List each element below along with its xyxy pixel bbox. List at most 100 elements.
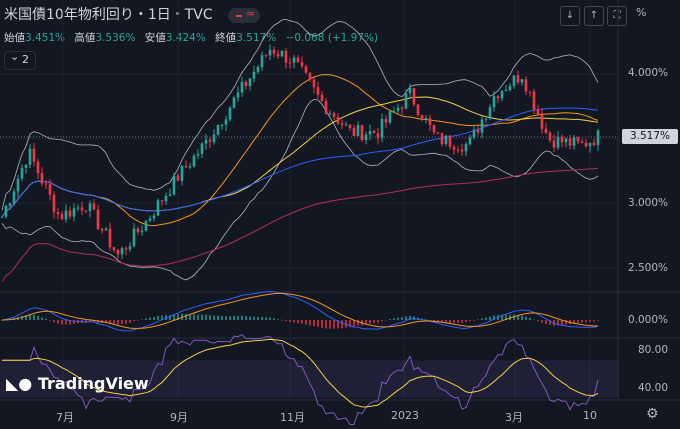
macd-histogram-bar	[585, 320, 587, 323]
candle-body	[316, 87, 320, 95]
macd-histogram-bar	[105, 320, 107, 323]
candle-body	[504, 89, 508, 91]
candle-body	[148, 218, 152, 221]
open-value: 3.451%	[25, 32, 66, 44]
candle-body	[288, 62, 292, 64]
macd-histogram-bar	[389, 319, 391, 320]
candle-body	[308, 72, 312, 80]
macd-histogram-bar	[213, 315, 215, 320]
candle-body	[216, 125, 220, 135]
candle-body	[328, 113, 332, 115]
macd-histogram-bar	[441, 320, 443, 323]
candle-body	[108, 228, 112, 248]
candle-body	[0, 216, 4, 218]
high-label: 高値	[74, 32, 96, 44]
symbol-title[interactable]: 米国債10年物利回り・1日・TVC	[4, 7, 213, 23]
candle-body	[384, 118, 388, 123]
candle-body	[264, 55, 268, 57]
macd-histogram-bar	[129, 320, 131, 323]
candle-body	[440, 133, 444, 145]
candle-body	[516, 75, 520, 83]
candle-body	[572, 137, 576, 146]
candle-body	[444, 135, 448, 145]
candle-body	[292, 57, 296, 63]
macd-histogram-bar	[573, 320, 575, 324]
macd-histogram-bar	[309, 320, 311, 326]
price-tick: 4.000%	[627, 67, 668, 79]
candle-body	[476, 129, 480, 133]
macd-histogram-bar	[301, 320, 303, 324]
candle-body	[156, 200, 160, 216]
candle-body	[368, 130, 372, 135]
up-arrow-icon[interactable]: ↑	[584, 6, 604, 26]
scale-percent-toggle[interactable]: %	[636, 6, 647, 19]
price-tick: 3.000%	[627, 197, 668, 209]
candle-body	[116, 249, 120, 255]
candle-body	[320, 94, 324, 102]
close-label: 終値	[215, 32, 237, 44]
macd-histogram-bar	[121, 320, 123, 325]
candle-body	[408, 87, 412, 94]
low-value: 3.424%	[165, 32, 206, 44]
fullscreen-icon[interactable]: ⛶	[607, 6, 627, 26]
candle-body	[472, 129, 476, 138]
macd-histogram-bar	[221, 316, 223, 320]
macd-histogram-bar	[205, 314, 207, 320]
candle-body	[128, 246, 132, 250]
candle-body	[100, 229, 104, 231]
ma-short-line	[1, 74, 599, 227]
candle-body	[44, 183, 48, 185]
macd-histogram-bar	[289, 320, 291, 322]
macd-histogram-bar	[189, 314, 191, 320]
macd-histogram-bar	[269, 317, 271, 320]
macd-histogram-bar	[317, 320, 319, 328]
macd-histogram-bar	[445, 320, 447, 323]
candle-body	[556, 136, 560, 148]
macd-histogram-bar	[349, 320, 351, 328]
candle-body	[232, 97, 236, 108]
down-arrow-icon[interactable]: ↓	[560, 6, 580, 26]
indicators-toggle[interactable]: ⌄ 2	[4, 50, 36, 70]
macd-histogram-bar	[329, 320, 331, 329]
candle-body	[492, 96, 496, 108]
macd-histogram-bar	[565, 320, 567, 325]
brand-name: TradingView	[37, 374, 149, 393]
candle-body	[132, 228, 136, 247]
macd-histogram-bar	[465, 320, 467, 323]
macd-histogram-bar	[285, 320, 287, 322]
macd-histogram-bar	[485, 317, 487, 320]
candle-body	[228, 107, 232, 120]
macd-histogram-bar	[249, 316, 251, 320]
macd-histogram-bar	[73, 320, 75, 324]
macd-histogram-bar	[165, 315, 167, 320]
candle-body	[284, 50, 288, 63]
market-status-badge[interactable]: ≈	[228, 7, 260, 23]
candle-body	[144, 220, 148, 231]
candle-body	[160, 200, 164, 202]
macd-histogram-bar	[193, 314, 195, 320]
candle-body	[536, 109, 540, 115]
candle-body	[420, 115, 424, 120]
candle-body	[140, 230, 144, 233]
candle-body	[484, 118, 488, 120]
candle-body	[296, 57, 300, 63]
macd-histogram-bar	[49, 320, 51, 321]
macd-histogram-bar	[1, 320, 3, 321]
candle-body	[428, 118, 432, 126]
bollinger-lower	[1, 99, 599, 281]
macd-histogram-bar	[385, 320, 387, 321]
macd-histogram-bar	[557, 320, 559, 326]
time-tick: 7月	[56, 411, 74, 424]
macd-histogram-bar	[477, 319, 479, 320]
high-value: 3.536%	[95, 32, 136, 44]
candle-body	[540, 114, 544, 129]
macd-histogram-bar	[153, 316, 155, 320]
candle-body	[196, 153, 200, 156]
approx-icon: ≈	[246, 7, 256, 20]
candle-body	[460, 149, 464, 152]
chevron-down-icon: ⌄	[10, 50, 20, 63]
candle-body	[72, 208, 76, 217]
gear-icon[interactable]: ⚙	[646, 406, 659, 422]
macd-histogram-bar	[393, 318, 395, 320]
